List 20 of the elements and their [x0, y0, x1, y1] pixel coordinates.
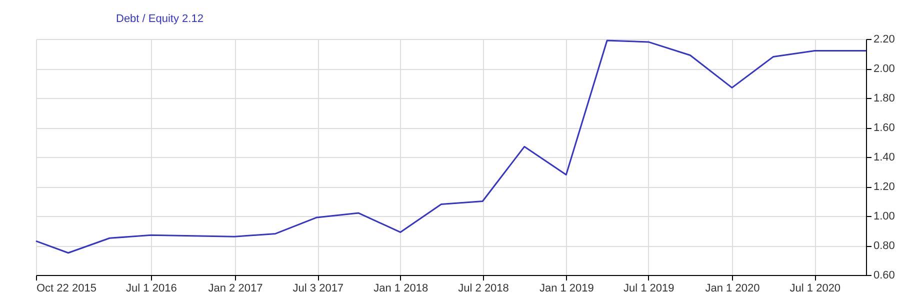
x-tick-label: Jan 1 2019: [539, 282, 594, 294]
x-tick-label: Jul 2 2018: [458, 282, 509, 294]
y-tick-label: 0.80: [874, 240, 895, 252]
y-tick-label: 1.00: [874, 210, 895, 222]
y-tick-label: 1.60: [874, 122, 895, 134]
x-tick-label: Jan 1 2018: [374, 282, 428, 294]
x-tick-label: Jan 1 2020: [705, 282, 760, 294]
x-tick-label: Jan 2 2017: [208, 282, 263, 294]
y-tick-label: 1.20: [874, 181, 895, 193]
text: Debt / Equity 2.12: [116, 13, 204, 25]
y-tick-label: 2.00: [874, 63, 895, 75]
x-tick-label: Jul 1 2016: [126, 282, 177, 294]
x-tick-label: Jul 3 2017: [292, 282, 344, 294]
x-tick-label: Jul 1 2020: [790, 282, 841, 294]
y-tick-label: 0.60: [874, 270, 895, 282]
y-tick-label: 2.20: [874, 34, 895, 46]
y-tick-label: 1.40: [874, 152, 895, 164]
x-tick-label: Oct 22 2015: [36, 282, 96, 294]
y-tick-label: 1.80: [874, 92, 895, 104]
x-tick-label: Jul 1 2019: [624, 282, 674, 294]
